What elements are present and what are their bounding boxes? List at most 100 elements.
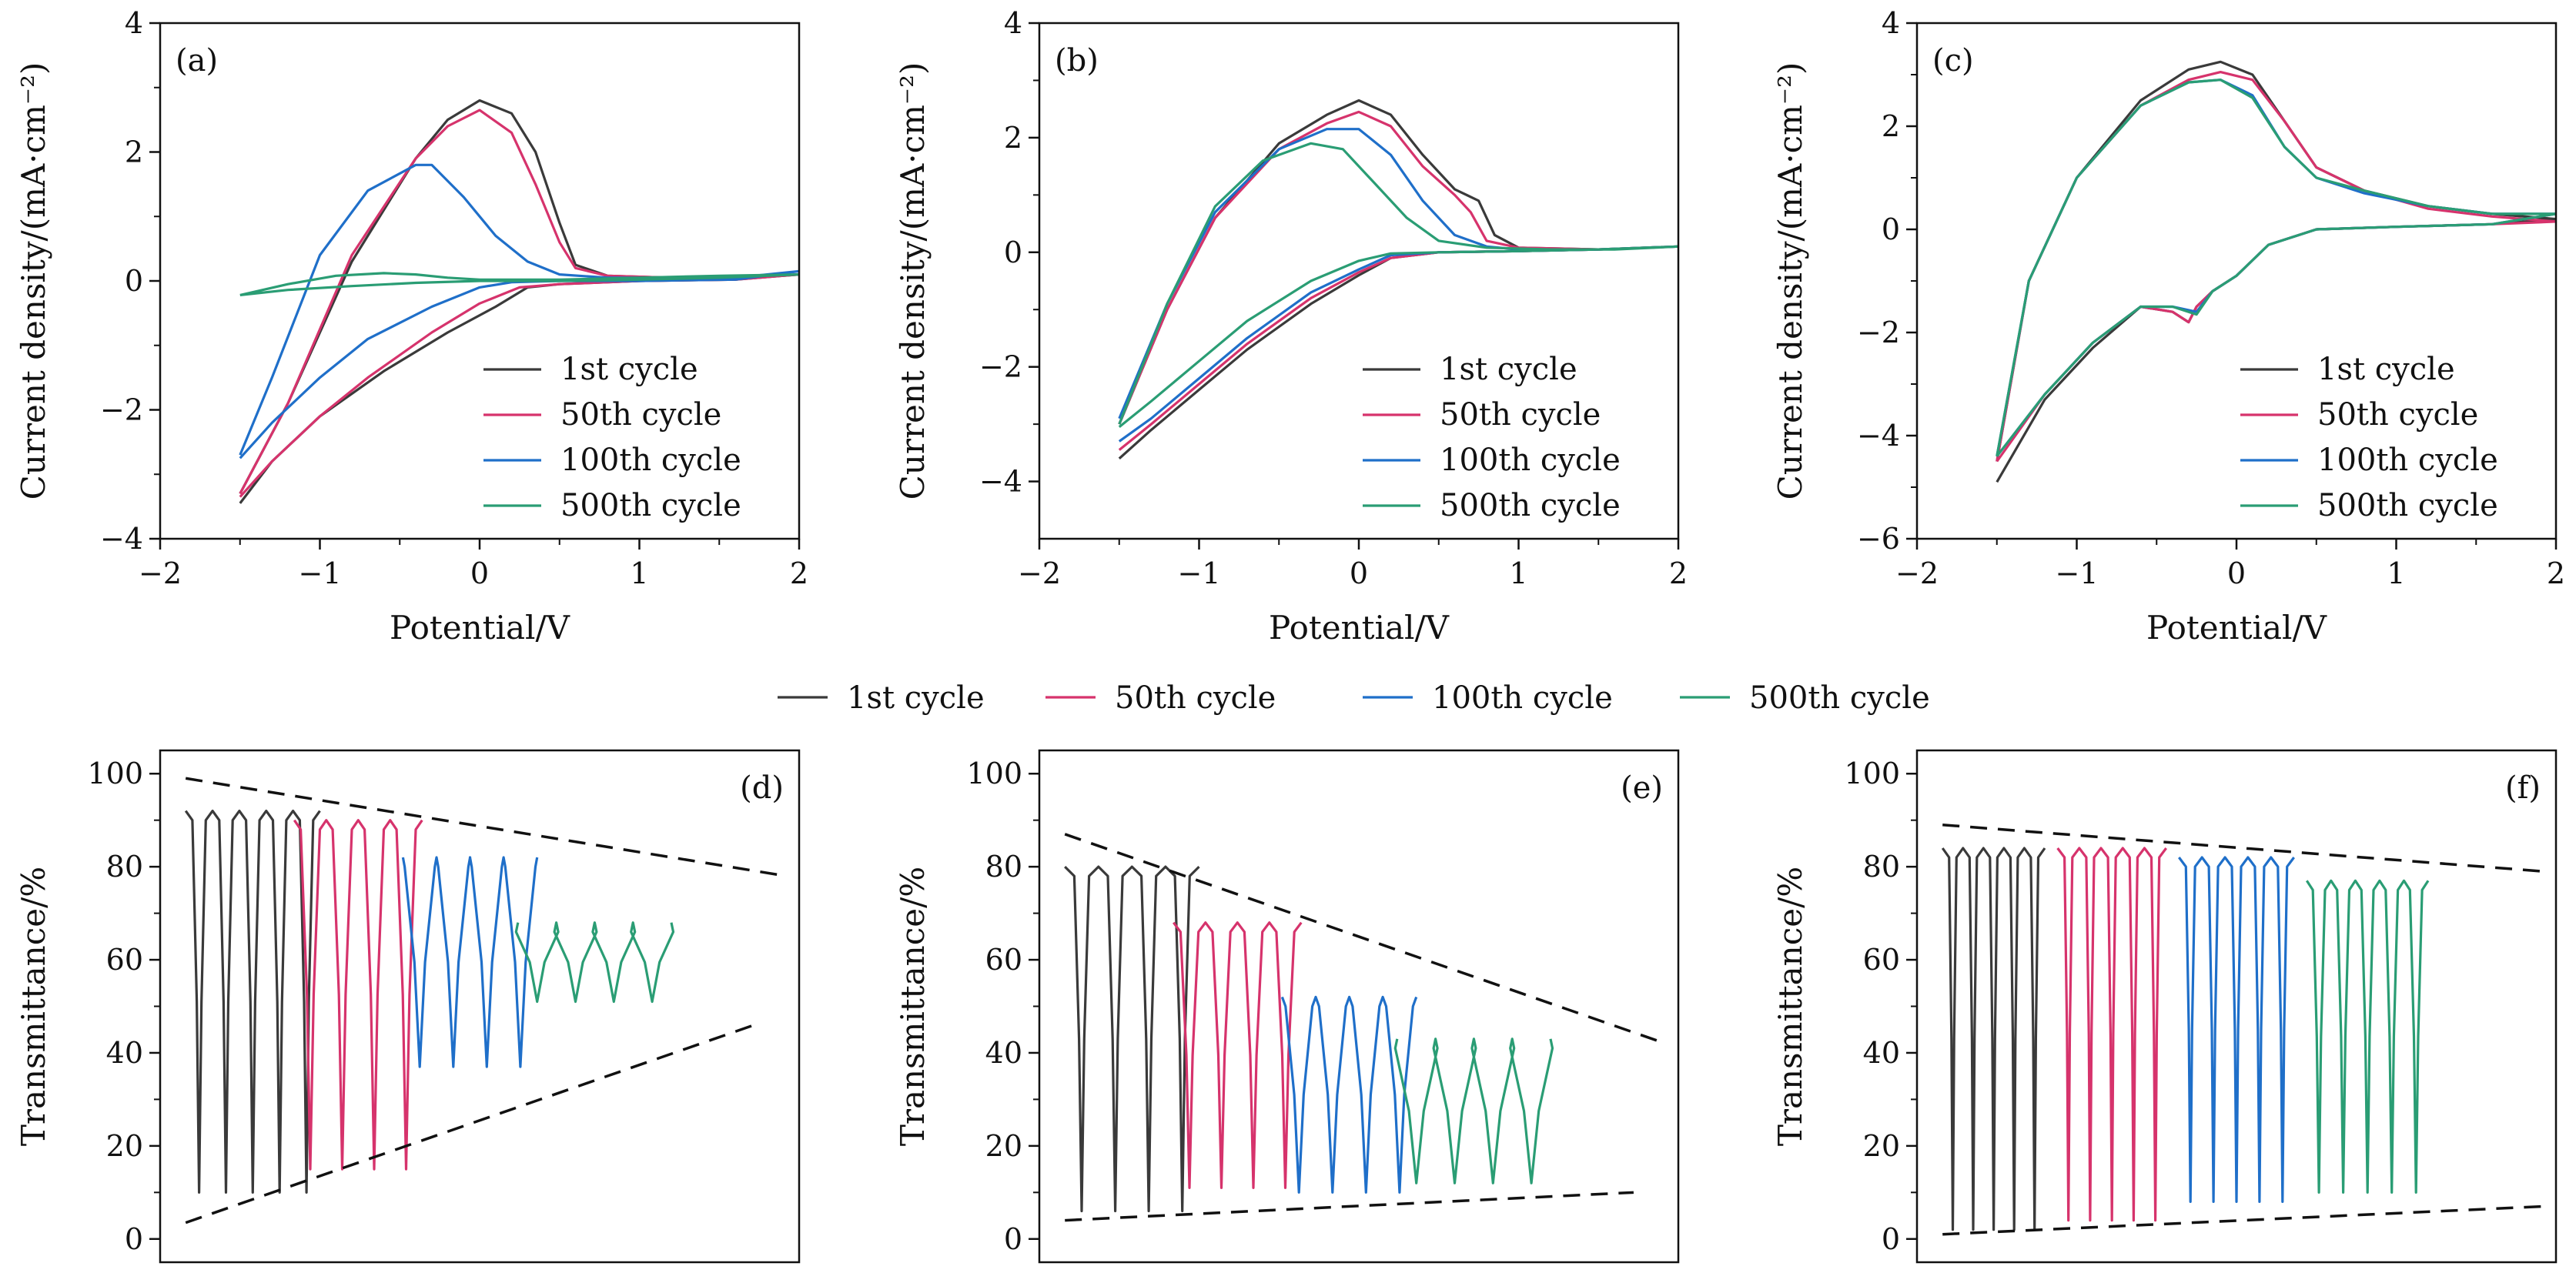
series-500th-cycle — [1996, 79, 2556, 457]
shared-legend-label: 1st cycle — [847, 680, 985, 716]
series-100th-cycle — [1118, 128, 1678, 443]
x-tick-label: −2 — [1895, 556, 1939, 590]
y-tick-label: 60 — [106, 943, 143, 977]
y-tick-label: 100 — [1844, 757, 1900, 790]
panel-c: −6 −4 −2 0 2 4 −2 −1 0 1 2 Potential/V Current densi… — [1771, 6, 2565, 647]
plot-area — [1996, 60, 2556, 483]
x-tick-label: 1 — [630, 556, 648, 590]
y-tick-label: 4 — [1004, 6, 1022, 40]
envelope-lower — [1065, 1191, 1634, 1222]
y-tick-label: −4 — [1857, 419, 1900, 453]
series-50th-cycle — [239, 109, 799, 498]
y-tick-label: 60 — [985, 943, 1022, 977]
x-tick-label: −1 — [298, 556, 341, 590]
series-500th-cycle — [2305, 879, 2430, 1194]
y-tick-label: 80 — [106, 850, 143, 884]
y-axis-title: Current density/(mA·cm⁻²) — [1771, 62, 1809, 500]
y-tick-label: 0 — [125, 1222, 143, 1256]
y-tick-label: 2 — [125, 135, 143, 169]
plot-area — [239, 99, 799, 504]
panel-label: (f) — [2505, 770, 2541, 806]
y-tick-label: 0 — [1004, 236, 1022, 269]
x-axis-title: Potential/V — [1269, 609, 1450, 647]
y-tick-label: 20 — [985, 1129, 1022, 1163]
y-tick-label: 40 — [1863, 1036, 1900, 1070]
x-tick-label: 0 — [1350, 556, 1368, 590]
y-tick-label: 60 — [1863, 943, 1900, 977]
shared-legend-label: 500th cycle — [1749, 680, 1930, 716]
axes-frame — [1038, 749, 1680, 1264]
legend-label: 100th cycle — [560, 443, 741, 478]
y-tick-label: 2 — [1004, 121, 1022, 155]
panel-f: 0 20 40 60 80 100 Transmittance/% (f) — [1771, 749, 2558, 1264]
legend-label: 1st cycle — [560, 352, 698, 387]
y-axis-title: Transmittance/% — [894, 867, 932, 1146]
y-tick-label: −4 — [100, 522, 143, 556]
legend-label: 50th cycle — [1440, 397, 1601, 433]
series-50th-cycle — [293, 819, 423, 1171]
series-500th-cycle — [514, 921, 675, 1004]
x-axis-title: Potential/V — [390, 609, 570, 647]
series-50th-cycle — [2056, 847, 2167, 1222]
series-1st-cycle — [1064, 865, 1200, 1213]
y-tick-label: 0 — [1004, 1222, 1022, 1256]
legend-label: 500th cycle — [560, 488, 741, 523]
panel-label: (a) — [176, 43, 218, 79]
x-tick-label: −2 — [1018, 556, 1061, 590]
y-tick-label: 100 — [87, 757, 143, 790]
y-tick-label: 20 — [106, 1129, 143, 1163]
x-tick-label: −2 — [139, 556, 182, 590]
legend-label: 500th cycle — [1440, 488, 1621, 523]
y-axis-title: Transmittance/% — [1771, 867, 1809, 1146]
y-tick-label: 40 — [985, 1036, 1022, 1070]
series-500th-cycle — [1393, 1037, 1554, 1184]
envelope-lower — [1942, 1205, 2544, 1236]
x-tick-label: 1 — [2387, 556, 2405, 590]
legend-label: 500th cycle — [2317, 488, 2498, 523]
series-1st-cycle — [184, 810, 321, 1194]
y-tick-label: 40 — [106, 1036, 143, 1070]
x-tick-label: −1 — [2055, 556, 2098, 590]
y-axis-title: Transmittance/% — [15, 867, 52, 1146]
panel-label: (d) — [740, 770, 784, 806]
y-tick-label: 2 — [1882, 109, 1900, 143]
x-tick-label: 2 — [790, 556, 808, 590]
x-tick-label: 2 — [1669, 556, 1688, 590]
x-tick-label: 0 — [2227, 556, 2246, 590]
y-tick-label: −2 — [1857, 316, 1900, 349]
y-tick-label: 4 — [125, 6, 143, 40]
panel-e: 0 20 40 60 80 100 Transmittance/% (e) — [894, 749, 1680, 1264]
series-100th-cycle — [401, 856, 539, 1068]
legend-label: 1st cycle — [1440, 352, 1577, 387]
legend-label: 100th cycle — [2317, 443, 2498, 478]
series-500th-cycle — [239, 272, 799, 296]
panel-d: 0 20 40 60 80 100 Transmittance/% (d) — [15, 749, 801, 1264]
plot-area — [1064, 833, 1666, 1222]
envelope-upper — [1064, 833, 1666, 1045]
y-axis-title: Current density/(mA·cm⁻²) — [894, 62, 932, 500]
series-1st-cycle — [1941, 847, 2046, 1231]
plot-area — [1118, 99, 1678, 459]
plot-area — [1941, 823, 2544, 1236]
x-tick-label: −1 — [1177, 556, 1220, 590]
y-tick-label: −2 — [100, 393, 143, 427]
legend-label: 50th cycle — [2317, 397, 2478, 433]
x-tick-label: 2 — [2547, 556, 2565, 590]
panel-label: (b) — [1055, 43, 1099, 79]
y-tick-label: 100 — [966, 757, 1022, 790]
y-tick-label: 0 — [1882, 212, 1900, 246]
y-tick-label: 80 — [1863, 850, 1900, 884]
y-axis-title: Current density/(mA·cm⁻²) — [15, 62, 52, 500]
series-100th-cycle — [2178, 856, 2295, 1203]
envelope-upper — [185, 777, 787, 877]
y-tick-label: 20 — [1863, 1129, 1900, 1163]
legend-label: 1st cycle — [2317, 352, 2455, 387]
y-tick-label: −2 — [979, 350, 1022, 384]
x-axis-title: Potential/V — [2146, 609, 2327, 647]
panel-label: (e) — [1621, 770, 1663, 806]
y-tick-label: −6 — [1857, 522, 1900, 556]
series-100th-cycle — [1280, 995, 1418, 1194]
envelope-lower — [185, 1024, 755, 1225]
